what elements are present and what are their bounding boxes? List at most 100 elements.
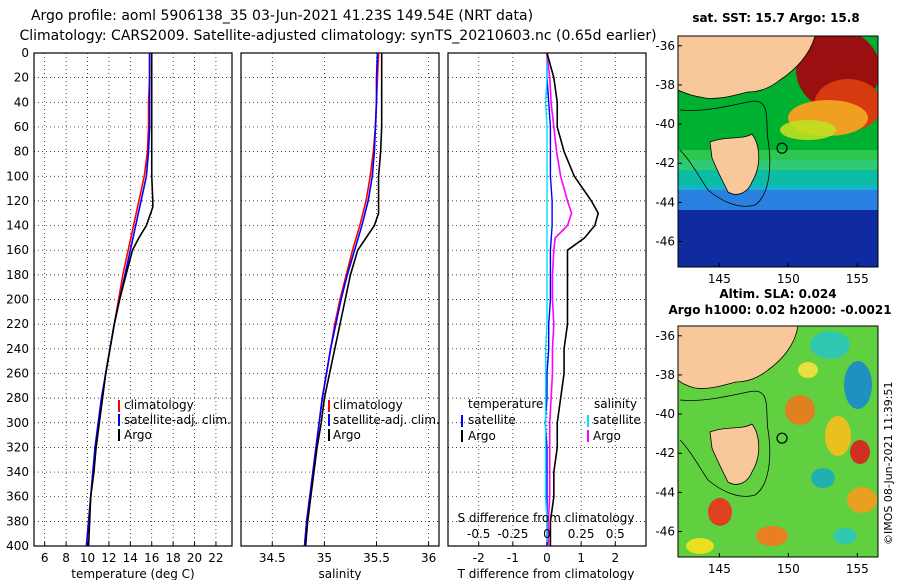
sst-mix-band	[678, 150, 878, 170]
salinity-xlabel: salinity	[318, 567, 361, 580]
legend-salinity-heading: salinity	[594, 397, 637, 411]
s-difference-label: S difference from climatology	[458, 511, 635, 525]
x-tick-label: 35.5	[363, 551, 390, 565]
temperature-panel: 6 8 10 12 14 16 18 20 22 0 20 40 60 80 100 120 140 160 18…	[6, 46, 233, 580]
legend-s-satellite-label: satellite	[593, 413, 641, 427]
s-tick-label: 0.5	[606, 527, 625, 541]
map-y-tick-label: -36	[655, 39, 675, 53]
sla-map-title-1: Altim. SLA: 0.024	[719, 287, 836, 301]
temperature-xlabel: temperature (deg C)	[71, 567, 194, 580]
difference-legend: temperature satellite Argo salinity sate…	[461, 397, 641, 443]
legend-satellite-label: satellite-adj. clim.	[124, 413, 231, 427]
y-tick-label: 120	[6, 194, 29, 208]
imos-timestamp: ©IMOS 08-Jun-2021 11:39:51	[882, 381, 895, 545]
sla-map-title-2: Argo h1000: 0.02 h2000: -0.0021	[668, 303, 891, 317]
argo-location-marker	[776, 142, 788, 154]
legend-satellite-label: satellite-adj. clim.	[333, 413, 440, 427]
x-tick-label: 16	[144, 551, 159, 565]
sla-feature	[847, 487, 877, 513]
series-line-s-satellite	[544, 53, 548, 546]
series-line-t-satellite	[544, 53, 553, 546]
s-tick-label: 0.25	[568, 527, 595, 541]
difference-panel: -2 -1 0 1 2 -0.5 -0.25 0 0.25 0.5 S difference fr…	[447, 52, 647, 580]
map-y-tick-label: -42	[655, 156, 675, 170]
sla-feature	[844, 361, 872, 409]
sla-map: Altim. SLA: 0.024 Argo h1000: 0.02 h2000…	[655, 287, 891, 576]
salinity-panel: 34.5 35 35.5 36 salinity climatology satell…	[240, 52, 440, 580]
map-y-tick-label: -38	[655, 78, 675, 92]
x-tick-label: 1	[577, 551, 585, 565]
series-line-argo	[87, 53, 154, 547]
y-tick-label: 40	[14, 95, 29, 109]
y-tick-label: 160	[6, 243, 29, 257]
y-tick-label: 340	[6, 465, 29, 479]
x-tick-label: 12	[101, 551, 116, 565]
map-x-tick-label: 150	[777, 562, 800, 576]
x-tick-label: 6	[41, 551, 49, 565]
s-tick-label: -0.25	[497, 527, 528, 541]
sla-feature	[810, 331, 850, 359]
s-tick-label: 0	[543, 527, 551, 541]
shelf-contour	[679, 390, 771, 497]
y-tick-label: 80	[14, 145, 29, 159]
x-tick-label: 35	[317, 551, 332, 565]
x-tick-label: 8	[62, 551, 70, 565]
header-line-2: Climatology: CARS2009. Satellite-adjuste…	[19, 28, 656, 44]
sla-feature	[686, 538, 714, 554]
y-tick-label: 0	[21, 46, 29, 60]
tasmania	[709, 423, 760, 485]
series-line-t-argo	[546, 52, 600, 546]
y-tick-label: 300	[6, 416, 29, 430]
map-x-tick-label: 155	[846, 562, 869, 576]
x-tick-label: 34.5	[259, 551, 286, 565]
sla-feature	[825, 416, 851, 456]
series-line-argo	[304, 53, 383, 547]
legend-climatology-label: climatology	[333, 398, 403, 412]
mainland-australia	[678, 36, 816, 99]
y-tick-label: 180	[6, 268, 29, 282]
y-tick-label: 240	[6, 342, 29, 356]
sst-map-title: sat. SST: 15.7 Argo: 15.8	[692, 11, 859, 25]
y-tick-label: 200	[6, 293, 29, 307]
legend-argo-label: Argo	[333, 428, 361, 442]
legend-t-argo-label: Argo	[468, 429, 496, 443]
legend-argo-label: Argo	[124, 428, 152, 442]
x-tick-label: 10	[80, 551, 95, 565]
map-x-tick-label: 145	[708, 562, 731, 576]
y-tick-label: 380	[6, 514, 29, 528]
y-tick-label: 100	[6, 169, 29, 183]
s-tick-label: -0.5	[467, 527, 490, 541]
header-line-1: Argo profile: aoml 5906138_35 03-Jun-202…	[31, 8, 533, 24]
x-tick-label: -2	[473, 551, 485, 565]
y-tick-label: 320	[6, 440, 29, 454]
x-tick-label: -1	[507, 551, 519, 565]
mainland-australia	[678, 326, 799, 389]
x-tick-label: 18	[165, 551, 180, 565]
sla-frame	[677, 325, 879, 558]
map-x-tick-label: 150	[777, 272, 800, 286]
y-tick-label: 60	[14, 120, 29, 134]
legend-t-satellite-label: satellite	[468, 413, 516, 427]
sla-feature	[798, 362, 818, 378]
x-tick-label: 0	[543, 551, 551, 565]
temperature-legend: climatology satellite-adj. clim. Argo	[118, 398, 231, 442]
tasmania	[709, 133, 760, 195]
sst-frame	[677, 35, 879, 268]
series-line-s-argo	[546, 52, 573, 546]
map-y-tick-label: -38	[655, 368, 675, 382]
sla-feature	[708, 498, 732, 526]
sla-feature	[811, 468, 835, 488]
legend-s-argo-label: Argo	[593, 429, 621, 443]
x-tick-label: 14	[123, 551, 138, 565]
y-tick-label: 20	[14, 71, 29, 85]
map-y-tick-label: -44	[655, 485, 675, 499]
y-tick-label: 220	[6, 317, 29, 331]
argo-location-marker	[776, 432, 788, 444]
x-tick-label: 22	[208, 551, 223, 565]
y-tick-label: 140	[6, 219, 29, 233]
sla-feature	[785, 395, 815, 425]
x-tick-label: 20	[187, 551, 202, 565]
map-y-tick-label: -36	[655, 329, 675, 343]
legend-climatology-label: climatology	[124, 398, 194, 412]
